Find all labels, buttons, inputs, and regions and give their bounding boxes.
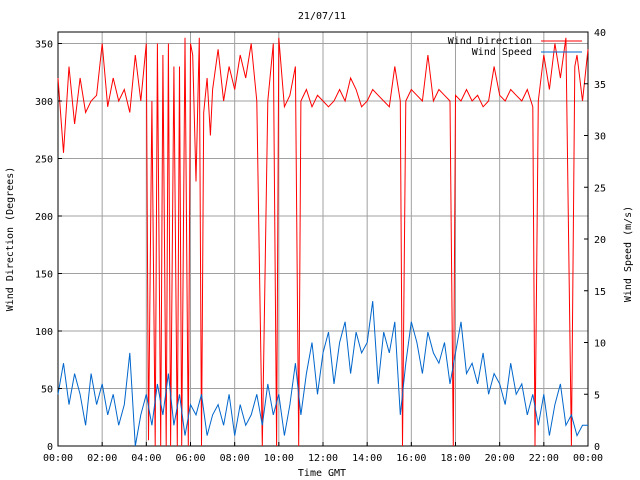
- series-layer: [57, 37, 589, 447]
- x-tick-label: 06:00: [175, 453, 205, 464]
- y-tick-label: 250: [35, 155, 53, 166]
- y2-tick-label: 5: [594, 390, 600, 401]
- x-tick-label: 12:00: [308, 453, 338, 464]
- x-tick-label: 00:00: [43, 453, 73, 464]
- y2-tick-label: 10: [594, 339, 606, 350]
- x-tick-label: 00:00: [573, 453, 603, 464]
- x-tick-label: 04:00: [131, 453, 161, 464]
- x-axis-ticks: 00:00 02:00 04:00 06:00 08:00 10:00 12:00 14:00…: [43, 442, 603, 464]
- y2-tick-label: 40: [594, 28, 606, 39]
- x-tick-label: 18:00: [440, 453, 470, 464]
- x-tick-label: 16:00: [396, 453, 426, 464]
- y-tick-label: 350: [35, 40, 53, 51]
- legend-label: Wind Direction: [448, 36, 532, 47]
- y-tick-label: 100: [35, 327, 53, 338]
- y2-tick-label: 0: [594, 442, 600, 453]
- y2-tick-label: 35: [594, 80, 606, 91]
- x-tick-label: 22:00: [529, 453, 559, 464]
- chart-title: 21/07/11: [298, 11, 346, 22]
- y-tick-label: 200: [35, 212, 53, 223]
- series-line-wind-speed: [57, 301, 588, 447]
- y2-tick-label: 30: [594, 132, 606, 143]
- x-tick-label: 08:00: [220, 453, 250, 464]
- y-tick-label: 50: [41, 385, 53, 396]
- y2-axis-ticks: 0 5 10 15 20 25 30 35 40: [584, 28, 606, 453]
- x-axis-label: Time GMT: [298, 468, 346, 479]
- y2-tick-label: 25: [594, 183, 606, 194]
- y-tick-label: 300: [35, 97, 53, 108]
- x-tick-label: 02:00: [87, 453, 117, 464]
- y-axis-label: Wind Direction (Degrees): [5, 167, 16, 312]
- x-tick-label: 10:00: [264, 453, 294, 464]
- x-tick-label: 14:00: [352, 453, 382, 464]
- y-tick-label: 150: [35, 270, 53, 281]
- y2-axis-label: Wind Speed (m/s): [623, 206, 634, 302]
- y-axis-ticks: 0 50 100 150 200 250 300 350: [35, 40, 62, 453]
- legend-label: Wind Speed: [472, 47, 532, 58]
- series-line-wind-direction: [57, 37, 589, 447]
- y-tick-label: 0: [47, 442, 53, 453]
- x-tick-label: 20:00: [485, 453, 515, 464]
- y2-tick-label: 20: [594, 235, 606, 246]
- y2-tick-label: 15: [594, 287, 606, 298]
